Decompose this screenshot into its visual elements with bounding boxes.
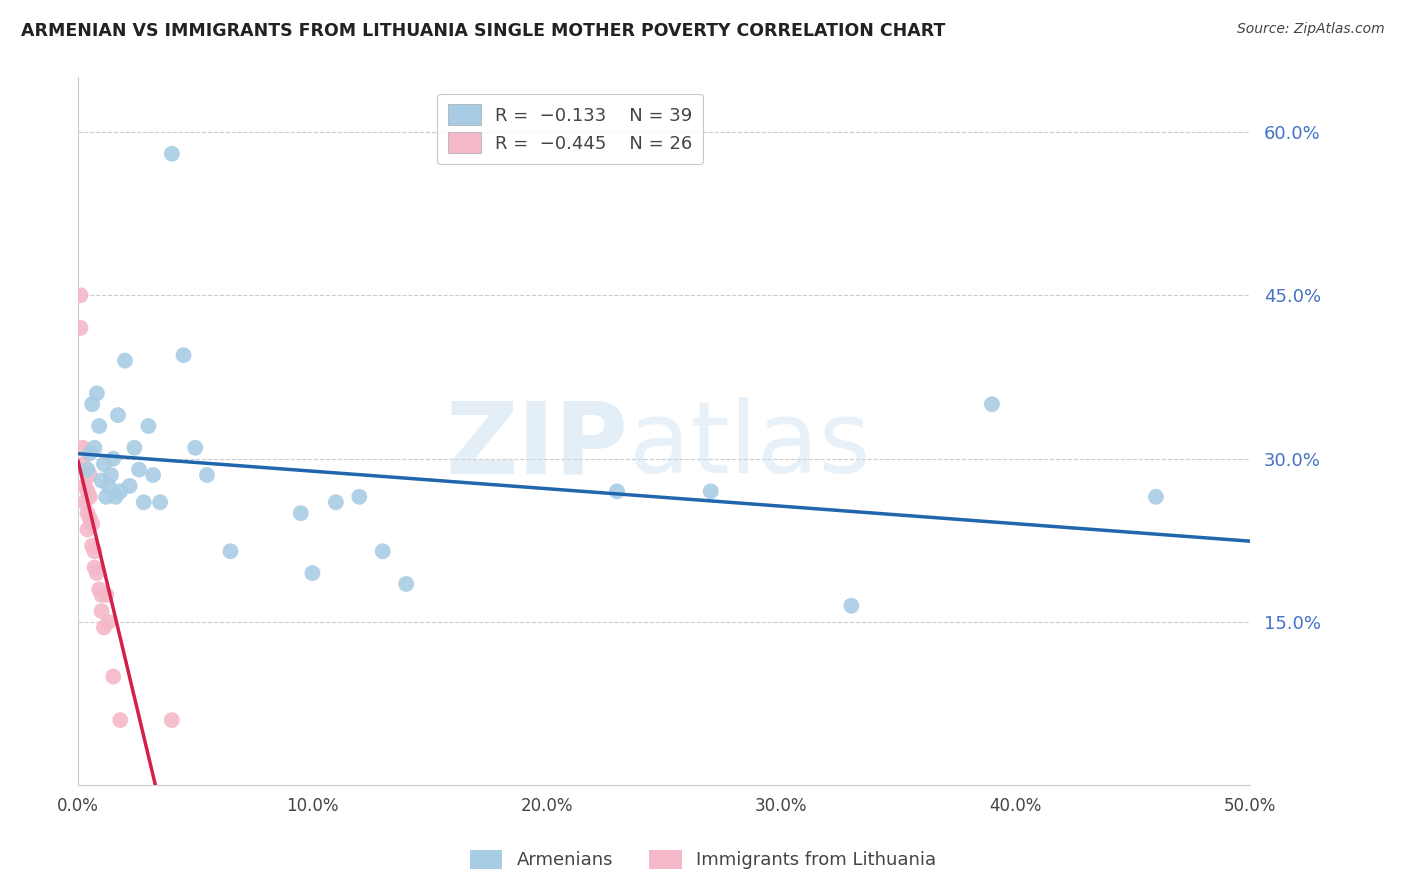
Point: [981, 397, 1004, 411]
Text: Source: ZipAtlas.com: Source: ZipAtlas.com: [1237, 22, 1385, 37]
Point: [195, 468, 218, 483]
Point: [96, 588, 118, 602]
Point: [97, 479, 120, 493]
Text: ARMENIAN VS IMMIGRANTS FROM LITHUANIA SINGLE MOTHER POVERTY CORRELATION CHART: ARMENIAN VS IMMIGRANTS FROM LITHUANIA SI…: [21, 22, 945, 40]
Legend: Armenians, Immigrants from Lithuania: Armenians, Immigrants from Lithuania: [461, 841, 945, 879]
Point: [290, 506, 312, 520]
Point: [103, 669, 125, 683]
Point: [93, 457, 115, 471]
Point: [114, 353, 136, 368]
Point: [83, 560, 105, 574]
Point: [76, 523, 98, 537]
Point: [104, 490, 127, 504]
Point: [76, 462, 98, 476]
Point: [96, 490, 118, 504]
Point: [79, 511, 101, 525]
Point: [700, 484, 723, 499]
Point: [371, 544, 394, 558]
Point: [325, 495, 347, 509]
Point: [82, 539, 104, 553]
Point: [86, 566, 108, 580]
Point: [107, 408, 129, 422]
Point: [124, 441, 146, 455]
Point: [86, 386, 108, 401]
Point: [79, 446, 101, 460]
Point: [1144, 490, 1167, 504]
Point: [82, 516, 104, 531]
Point: [83, 544, 105, 558]
Point: [219, 544, 242, 558]
Point: [149, 495, 172, 509]
Point: [128, 462, 150, 476]
Point: [79, 468, 101, 483]
Point: [72, 441, 94, 455]
Point: [103, 451, 125, 466]
Point: [75, 495, 97, 509]
Point: [72, 457, 94, 471]
Point: [76, 506, 98, 520]
Point: [93, 620, 115, 634]
Point: [606, 484, 628, 499]
Point: [118, 479, 141, 493]
Point: [395, 577, 418, 591]
Point: [173, 348, 195, 362]
Point: [90, 588, 112, 602]
Point: [301, 566, 323, 580]
Point: [90, 604, 112, 618]
Point: [110, 713, 132, 727]
Point: [132, 495, 155, 509]
Point: [82, 397, 104, 411]
Point: [79, 490, 101, 504]
Point: [160, 146, 183, 161]
Point: [160, 713, 183, 727]
Legend: R =  −0.133    N = 39, R =  −0.445    N = 26: R = −0.133 N = 39, R = −0.445 N = 26: [437, 94, 703, 164]
Point: [75, 479, 97, 493]
Text: atlas: atlas: [628, 397, 870, 494]
Point: [142, 468, 165, 483]
Point: [83, 441, 105, 455]
Point: [184, 441, 207, 455]
Point: [69, 288, 91, 302]
Point: [89, 419, 111, 434]
Point: [69, 321, 91, 335]
Point: [89, 582, 111, 597]
Point: [110, 484, 132, 499]
Point: [90, 474, 112, 488]
Point: [100, 468, 122, 483]
Point: [76, 484, 98, 499]
Point: [841, 599, 863, 613]
Point: [138, 419, 160, 434]
Text: ZIP: ZIP: [446, 397, 628, 494]
Point: [97, 615, 120, 629]
Point: [349, 490, 371, 504]
